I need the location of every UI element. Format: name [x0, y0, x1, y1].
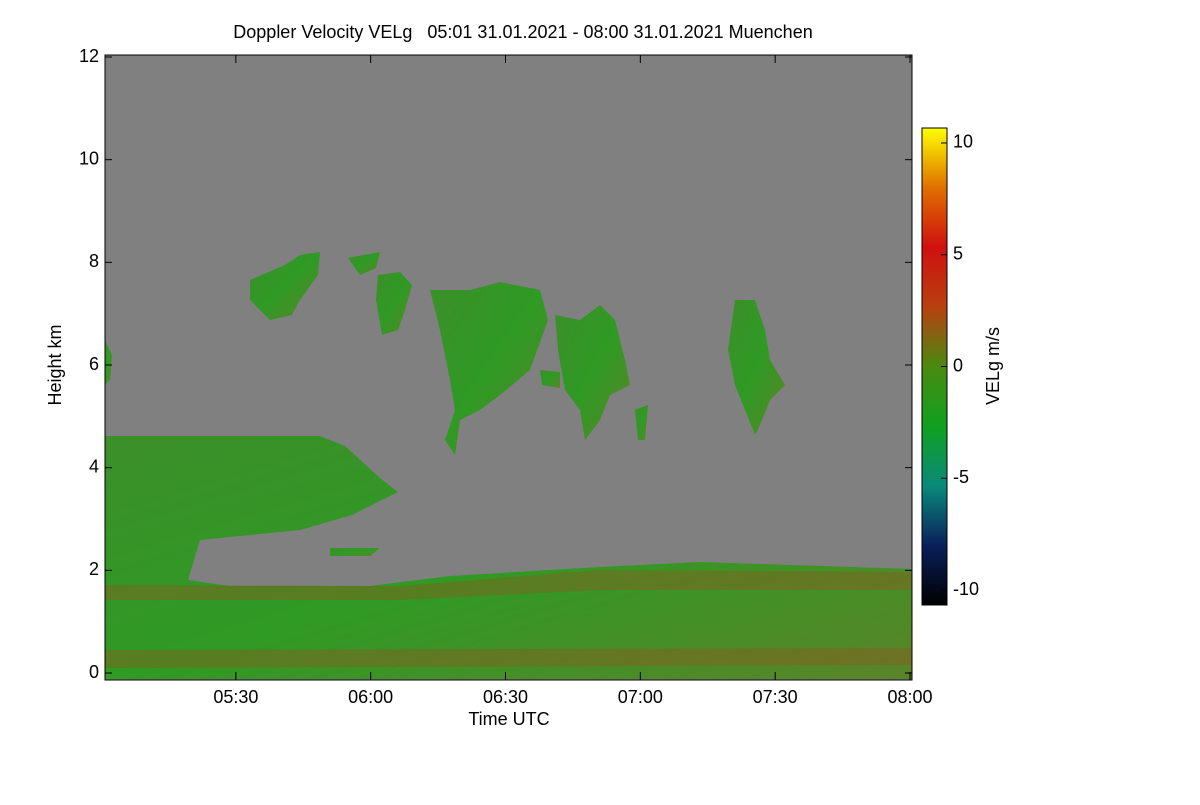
- echo-shading: [105, 570, 912, 668]
- x-tick-label: 06:30: [483, 687, 528, 707]
- y-tick-label: 8: [89, 251, 99, 271]
- colorbar-tick-label: -10: [953, 579, 979, 599]
- x-tick-label: 08:00: [887, 687, 932, 707]
- x-tick-label: 07:30: [753, 687, 798, 707]
- colorbar-tick-label: 10: [953, 132, 973, 152]
- y-tick-label: 2: [89, 559, 99, 579]
- chart-title: Doppler Velocity VELg 05:01 31.01.2021 -…: [233, 22, 812, 42]
- colorbar-label: VELg m/s: [983, 327, 1003, 405]
- colorbar-tick-label: 5: [953, 243, 963, 263]
- y-tick-label: 0: [89, 662, 99, 682]
- colorbar-tick-label: -5: [953, 467, 969, 487]
- y-tick-label: 10: [79, 148, 99, 168]
- y-tick-label: 4: [89, 456, 99, 476]
- echo-field: [105, 252, 912, 679]
- x-tick-label: 05:30: [213, 687, 258, 707]
- y-axis-label: Height km: [45, 324, 65, 405]
- x-tick-label: 07:00: [618, 687, 663, 707]
- plot-frame: [104, 54, 913, 681]
- x-tick-label: 06:00: [348, 687, 393, 707]
- y-tick-label: 12: [79, 46, 99, 66]
- colorbar-tick-label: 0: [953, 355, 963, 375]
- x-axis-label: Time UTC: [468, 709, 549, 729]
- y-tick-label: 6: [89, 354, 99, 374]
